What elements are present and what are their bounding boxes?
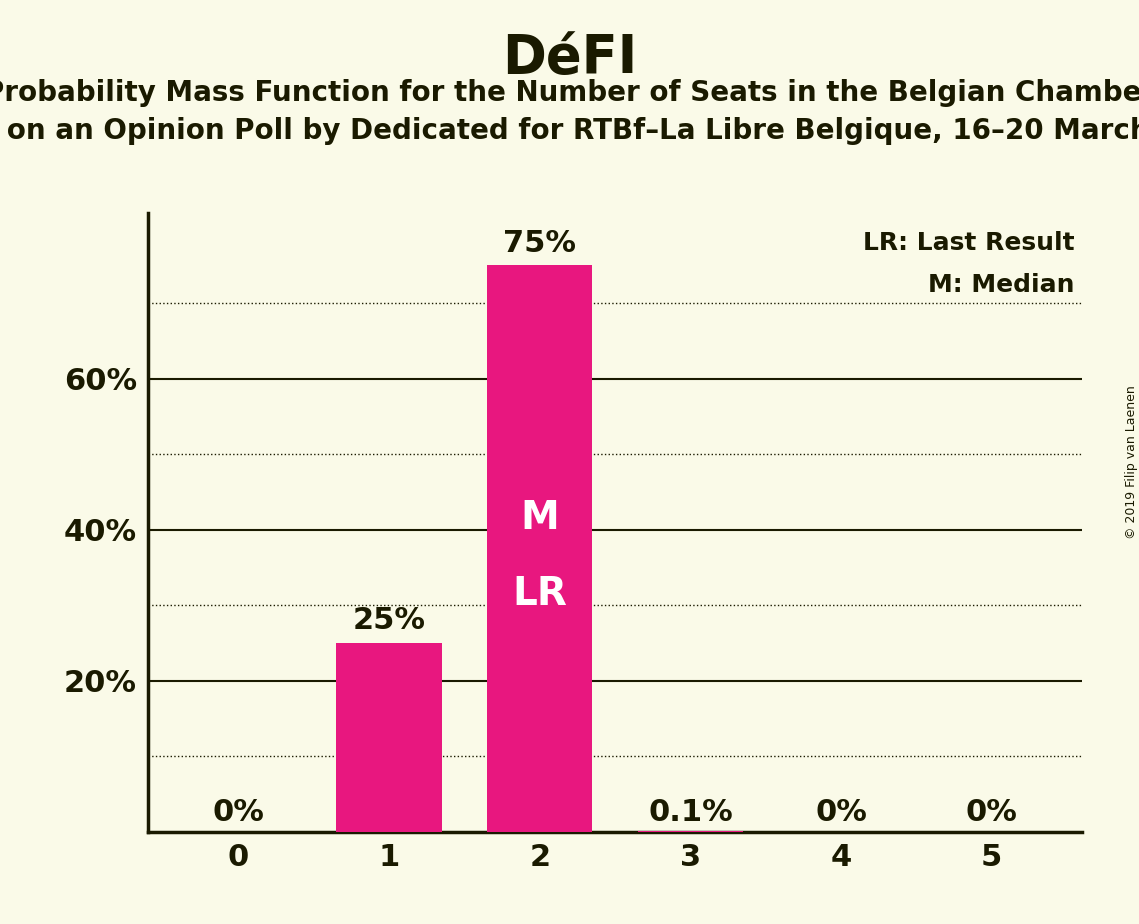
Text: M: M	[521, 499, 559, 537]
Text: Probability Mass Function for the Number of Seats in the Belgian Chamber: Probability Mass Function for the Number…	[0, 79, 1139, 106]
Text: DéFI: DéFI	[502, 32, 637, 84]
Bar	[336, 643, 442, 832]
Text: Based on an Opinion Poll by Dedicated for RTBf–La Libre Belgique, 16–20 March 20: Based on an Opinion Poll by Dedicated fo…	[0, 117, 1139, 145]
Text: LR: LR	[513, 575, 567, 613]
Text: M: Median: M: Median	[928, 273, 1074, 297]
Text: 0%: 0%	[966, 798, 1017, 827]
Text: 0%: 0%	[816, 798, 867, 827]
Bar	[487, 265, 592, 832]
Text: 0.1%: 0.1%	[648, 798, 732, 827]
Text: 0%: 0%	[213, 798, 264, 827]
Text: 25%: 25%	[353, 606, 426, 636]
Text: © 2019 Filip van Laenen: © 2019 Filip van Laenen	[1124, 385, 1138, 539]
Text: 75%: 75%	[503, 229, 576, 258]
Text: LR: Last Result: LR: Last Result	[863, 231, 1074, 255]
